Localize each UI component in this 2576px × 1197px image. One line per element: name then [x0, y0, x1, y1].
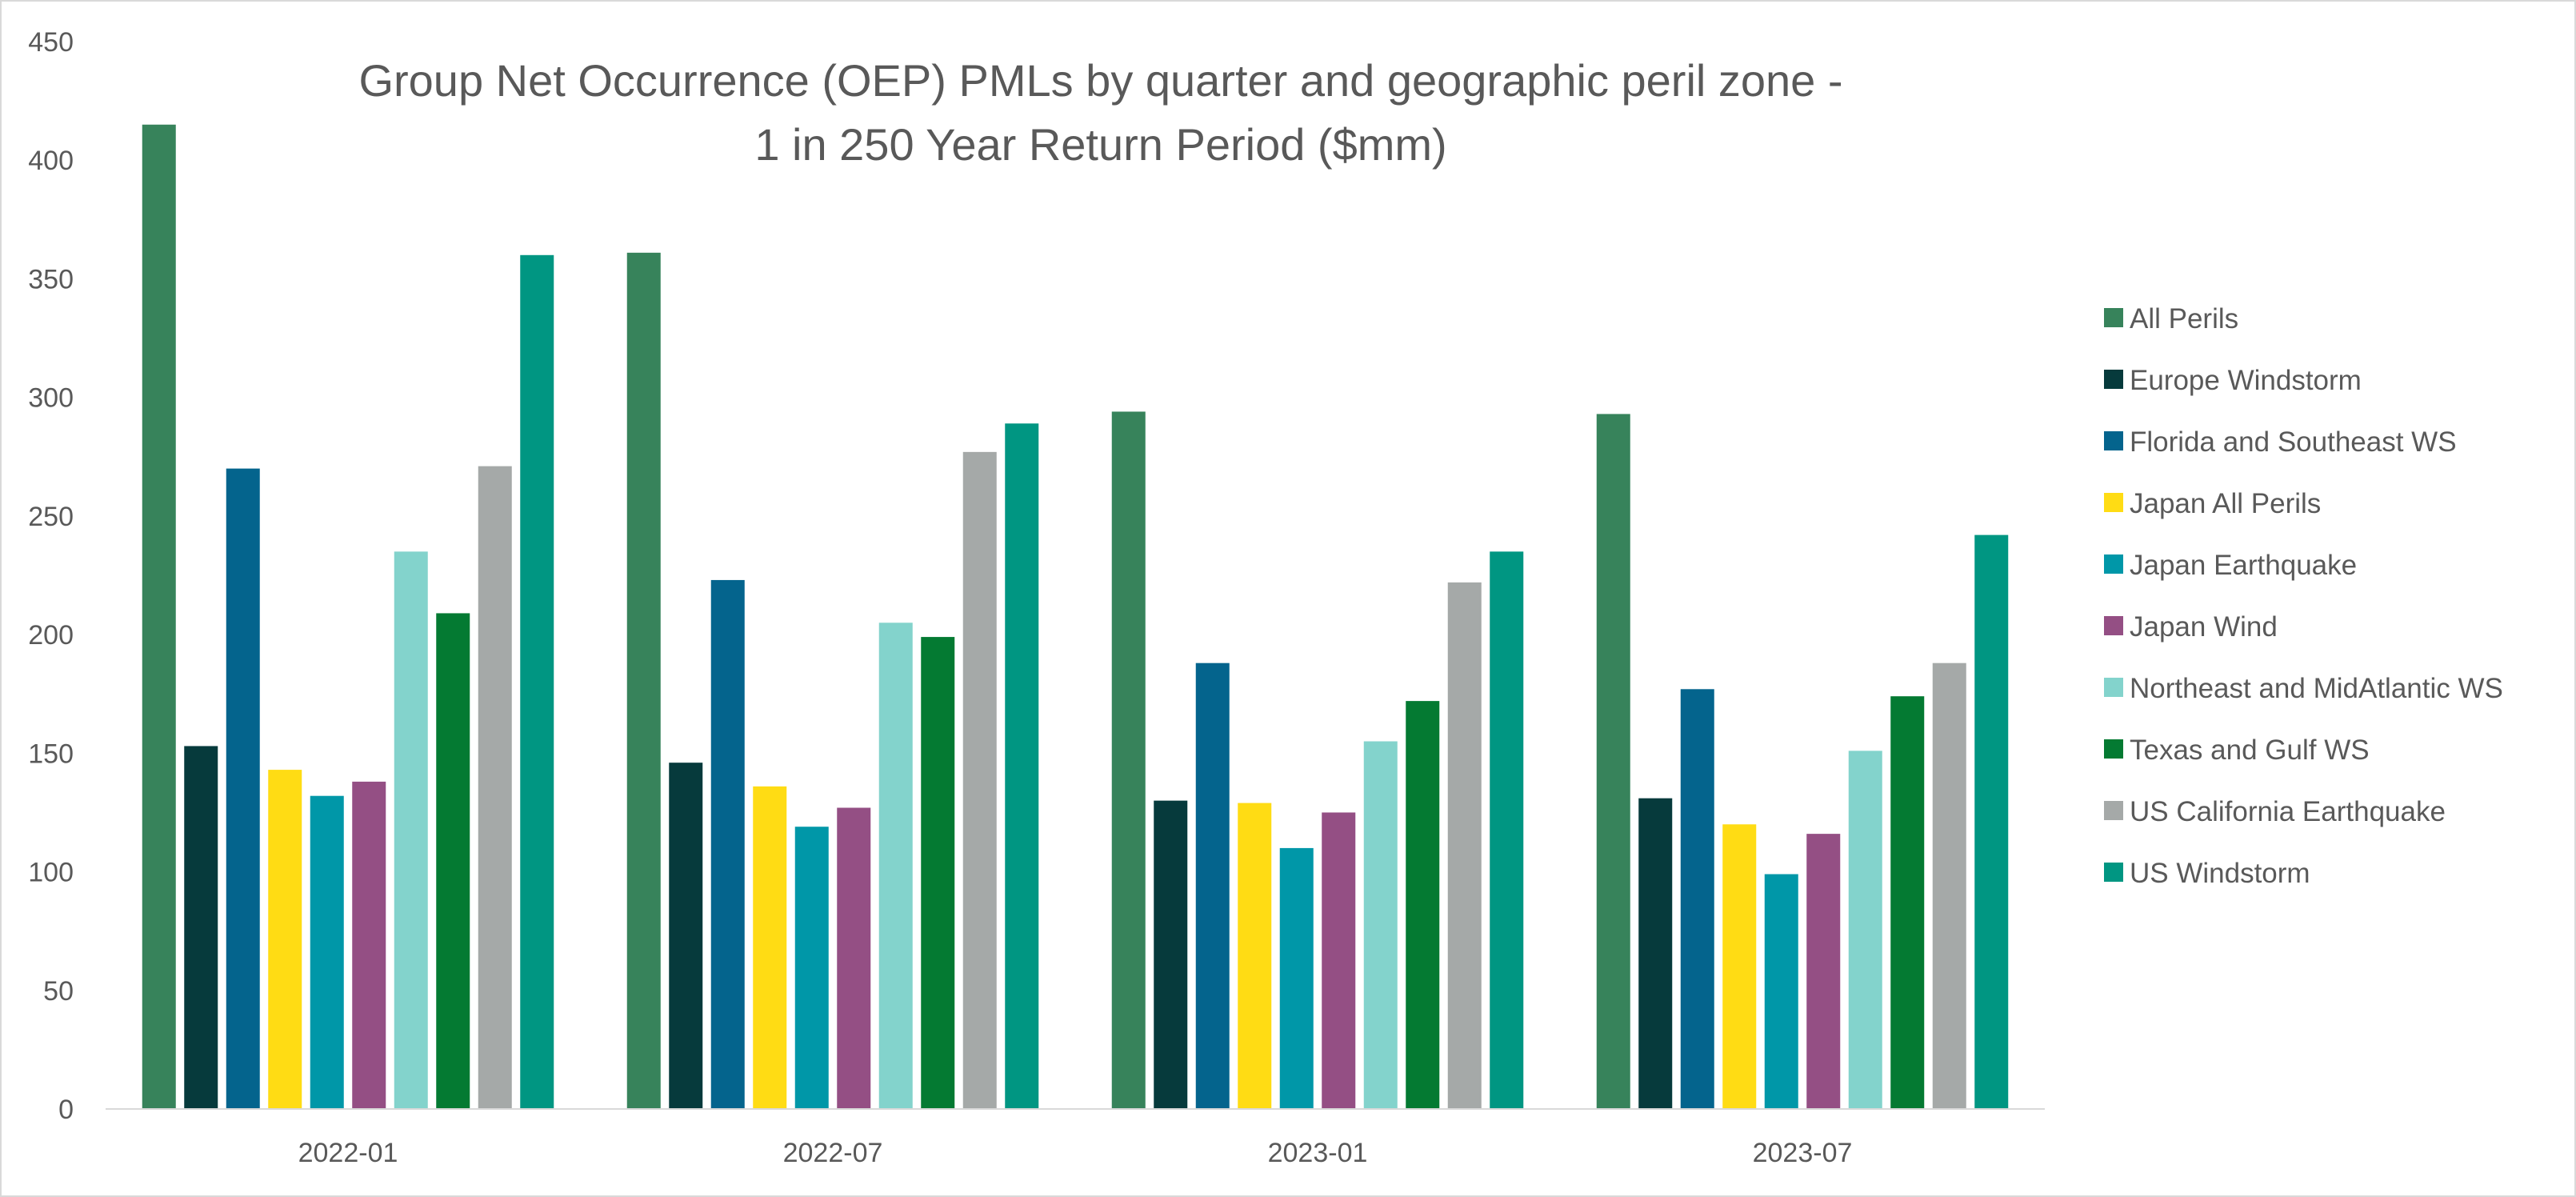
x-tick-label: 2023-01	[1268, 1138, 1368, 1168]
y-tick-label: 0	[58, 1095, 74, 1125]
legend-item: US Windstorm	[2104, 858, 2310, 889]
bars	[142, 124, 2009, 1109]
bar	[352, 781, 386, 1109]
bar	[1195, 663, 1230, 1109]
legend-item: Texas and Gulf WS	[2104, 735, 2370, 766]
bar	[1680, 689, 1714, 1109]
legend-label: Japan Wind	[2130, 611, 2278, 643]
bar	[1490, 551, 1524, 1109]
bar	[1806, 834, 1841, 1109]
x-tick-label: 2023-07	[1753, 1138, 1853, 1168]
legend: All Perils Europe Windstorm Florida and So…	[2104, 303, 2503, 889]
bar	[921, 637, 955, 1109]
bar	[394, 551, 428, 1109]
bar	[1322, 812, 1356, 1109]
bar	[436, 613, 470, 1109]
legend-swatch	[2104, 863, 2123, 882]
x-tick-label: 2022-07	[783, 1138, 883, 1168]
chart-title: Group Net Occurrence (OEP) PMLs by quart…	[358, 55, 1842, 170]
legend-item: Northeast and MidAtlantic WS	[2104, 673, 2503, 704]
bar	[1111, 411, 1146, 1109]
bar	[878, 623, 913, 1109]
legend-label: US California Earthquake	[2130, 796, 2446, 827]
legend-swatch	[2104, 493, 2123, 512]
legend-label: Florida and Southeast WS	[2130, 426, 2457, 458]
legend-item: Europe Windstorm	[2104, 365, 2362, 396]
y-tick-label: 50	[43, 976, 74, 1007]
legend-swatch	[2104, 431, 2123, 450]
bar	[310, 795, 344, 1109]
legend-label: US Windstorm	[2130, 858, 2310, 889]
y-tick-label: 250	[28, 502, 74, 532]
bar	[710, 579, 745, 1109]
legend-item: Japan Earthquake	[2104, 550, 2357, 581]
legend-swatch	[2104, 554, 2123, 574]
bar	[1596, 414, 1630, 1109]
chart-title-line-2: 1 in 250 Year Return Period ($mm)	[754, 119, 1446, 170]
legend-label: Texas and Gulf WS	[2130, 735, 2370, 766]
legend-swatch	[2104, 739, 2123, 759]
bar	[1238, 803, 1272, 1109]
bar	[142, 124, 176, 1109]
y-tick-label: 300	[28, 383, 74, 414]
x-tick-label: 2022-01	[298, 1138, 398, 1168]
y-tick-label: 400	[28, 146, 74, 176]
legend-item: All Perils	[2104, 303, 2238, 334]
bar	[1638, 798, 1673, 1109]
legend-item: US California Earthquake	[2104, 796, 2446, 827]
legend-item: Japan All Perils	[2104, 488, 2321, 519]
legend-swatch	[2104, 678, 2123, 697]
bar	[268, 770, 302, 1109]
bar	[1447, 582, 1482, 1109]
bar	[1154, 800, 1188, 1109]
bar	[226, 468, 260, 1109]
y-tick-label: 150	[28, 739, 74, 769]
x-axis: 2022-01 2022-07 2023-01 2023-07	[298, 1138, 1853, 1168]
legend-label: Japan All Perils	[2130, 488, 2321, 519]
bar	[478, 466, 512, 1109]
bar	[1974, 534, 2009, 1109]
bar	[626, 252, 661, 1109]
y-tick-label: 100	[28, 858, 74, 888]
legend-swatch	[2104, 370, 2123, 389]
legend-label: All Perils	[2130, 303, 2238, 334]
bar	[1848, 751, 1882, 1109]
bar	[520, 254, 554, 1109]
legend-item: Japan Wind	[2104, 611, 2278, 643]
bar	[962, 451, 997, 1109]
bar	[1890, 696, 1925, 1109]
y-tick-label: 350	[28, 264, 74, 294]
y-axis: 0 50 100 150 200 250 300 350 400 450	[28, 27, 74, 1125]
bar	[1363, 741, 1398, 1109]
bar	[669, 763, 703, 1109]
bar	[794, 827, 829, 1109]
bar	[1764, 874, 1798, 1109]
legend-swatch	[2104, 801, 2123, 820]
legend-swatch	[2104, 308, 2123, 327]
legend-swatch	[2104, 616, 2123, 635]
legend-label: Japan Earthquake	[2130, 550, 2357, 581]
y-tick-label: 450	[28, 27, 74, 58]
chart-title-line-1: Group Net Occurrence (OEP) PMLs by quart…	[358, 55, 1842, 106]
y-tick-label: 200	[28, 620, 74, 651]
bar	[1722, 824, 1757, 1109]
bar	[1005, 423, 1039, 1109]
legend-item: Florida and Southeast WS	[2104, 426, 2457, 458]
bar	[1406, 701, 1440, 1109]
bar	[1932, 663, 1966, 1109]
bar	[837, 807, 871, 1109]
bar	[753, 786, 787, 1109]
legend-label: Northeast and MidAtlantic WS	[2130, 673, 2503, 704]
bar	[1279, 847, 1314, 1109]
legend-label: Europe Windstorm	[2130, 365, 2362, 396]
bar	[184, 746, 218, 1109]
